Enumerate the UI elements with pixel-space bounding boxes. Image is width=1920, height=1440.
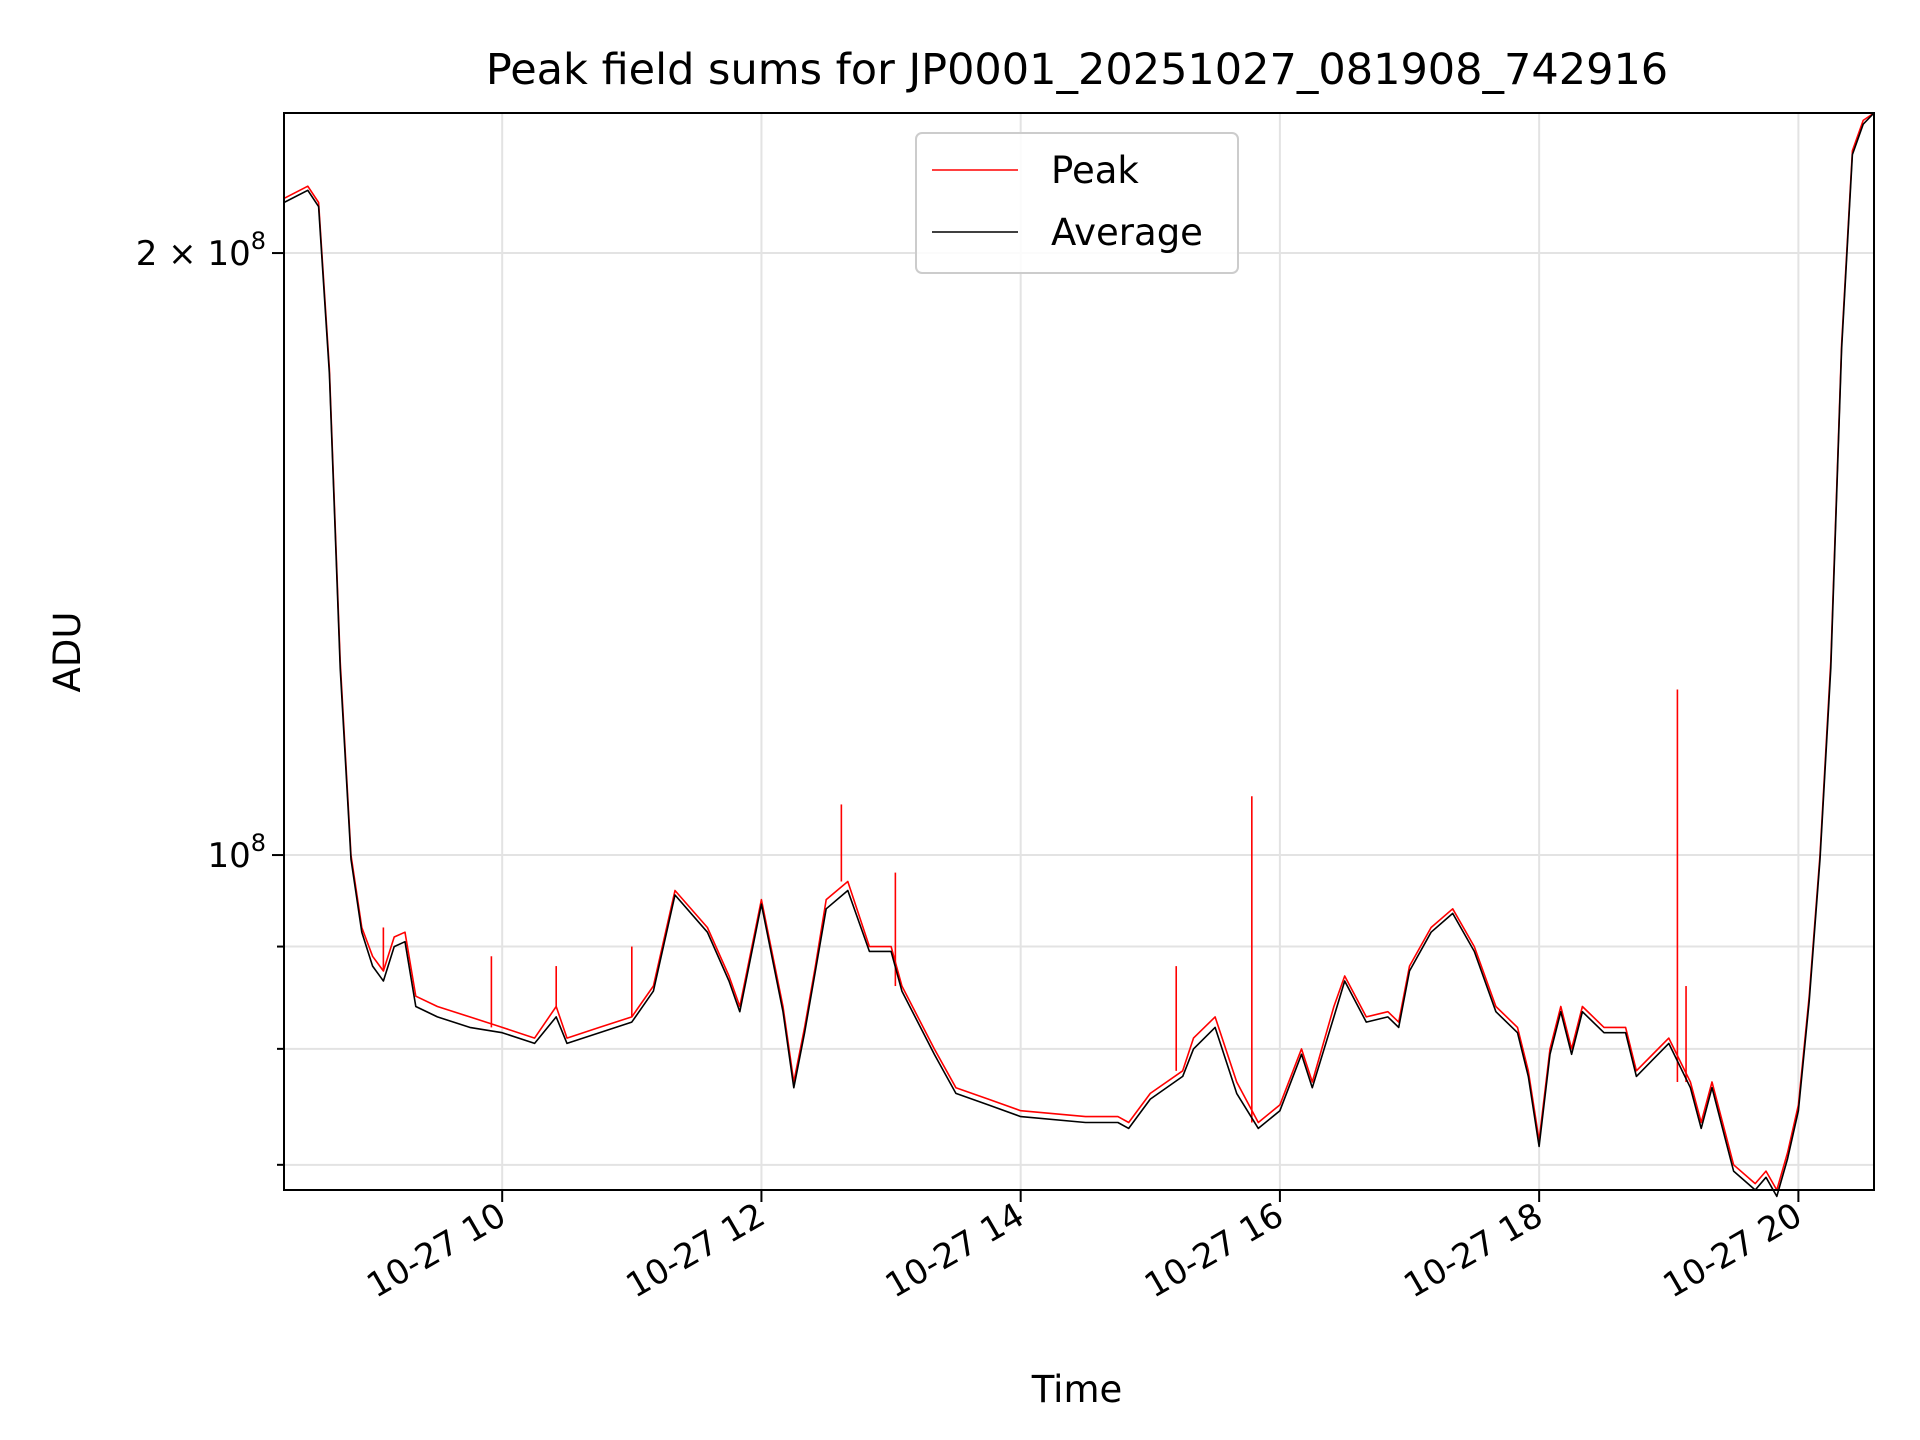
x-axis-label: Time — [1031, 1368, 1123, 1411]
series-layer — [283, 112, 1875, 1198]
legend: Peak Average — [915, 132, 1239, 274]
legend-label-average: Average — [1051, 211, 1203, 254]
legend-label-peak: Peak — [1051, 149, 1139, 192]
y-axis-ticks: 108 2 × 108 — [136, 227, 284, 1166]
y-tick-label: 2 × 108 — [136, 227, 266, 274]
series-line-average — [283, 112, 1875, 1198]
y-axis-label: ADU — [46, 612, 89, 693]
chart-title: Peak field sums for JP0001_20251027_0819… — [486, 45, 1668, 95]
y-tick-label: 108 — [207, 829, 266, 876]
plot-area-frame — [283, 112, 1875, 1191]
legend-box — [915, 132, 1239, 274]
series-line-peak — [283, 112, 1875, 1191]
